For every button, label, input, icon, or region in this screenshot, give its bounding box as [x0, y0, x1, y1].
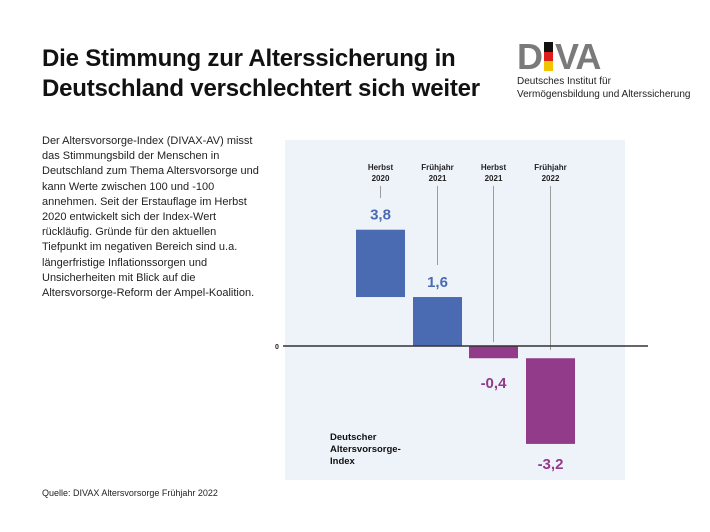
description-text: Der Altersvorsorge-Index (DIVAX-AV) miss…	[42, 135, 259, 300]
chart-series-label: Deutscher	[330, 432, 377, 443]
title-line-2: Deutschland verschlechtert sich weiter	[42, 75, 480, 102]
value-label: -0,4	[481, 375, 508, 392]
bar-2	[413, 297, 462, 346]
logo-subtitle-line-1: Deutsches Institut für	[517, 76, 611, 87]
logo-subtitle-line-2: Vermögensbildung und Alterssicherung	[517, 89, 691, 100]
category-label-line1: Herbst	[368, 163, 394, 172]
category-label-line2: 2020	[372, 174, 390, 183]
flag-stripe-gold	[544, 61, 553, 72]
title-line-1: Die Stimmung zur Alterssicherung in	[42, 45, 456, 72]
flag-stripe-red	[544, 51, 553, 62]
category-label-line1: Frühjahr	[421, 163, 453, 172]
diva-logo: D VA Deutsches Institut für Vermögensbil…	[517, 36, 697, 101]
flag-stripe-black	[544, 42, 553, 52]
value-label: -3,2	[538, 456, 564, 473]
source-note: Quelle: DIVAX Altersvorsorge Frühjahr 20…	[42, 488, 218, 498]
zero-tick-label: 0	[275, 344, 279, 351]
value-label: 1,6	[427, 274, 448, 291]
chart-series-label: Index	[330, 456, 356, 467]
category-label-line1: Herbst	[481, 163, 507, 172]
page-title: Die Stimmung zur Alterssicherung in Deut…	[42, 44, 480, 104]
logo-letters-va: VA	[555, 36, 601, 77]
bar-1	[356, 229, 405, 298]
german-flag-icon	[544, 42, 553, 72]
bar-4	[526, 358, 575, 444]
category-label-line2: 2022	[542, 174, 560, 183]
chart-series-label: Altersvorsorge-	[330, 444, 401, 455]
logo-letter-d: D	[517, 36, 543, 77]
category-label-line1: Frühjahr	[534, 163, 566, 172]
bar-3	[469, 346, 518, 359]
logo-wordmark: D VA	[517, 36, 697, 77]
category-label-line2: 2021	[429, 174, 447, 183]
category-label-line2: 2021	[485, 174, 503, 183]
logo-subtitle: Deutsches Institut für Vermögensbildung …	[517, 75, 697, 101]
value-label: 3,8	[370, 207, 391, 224]
